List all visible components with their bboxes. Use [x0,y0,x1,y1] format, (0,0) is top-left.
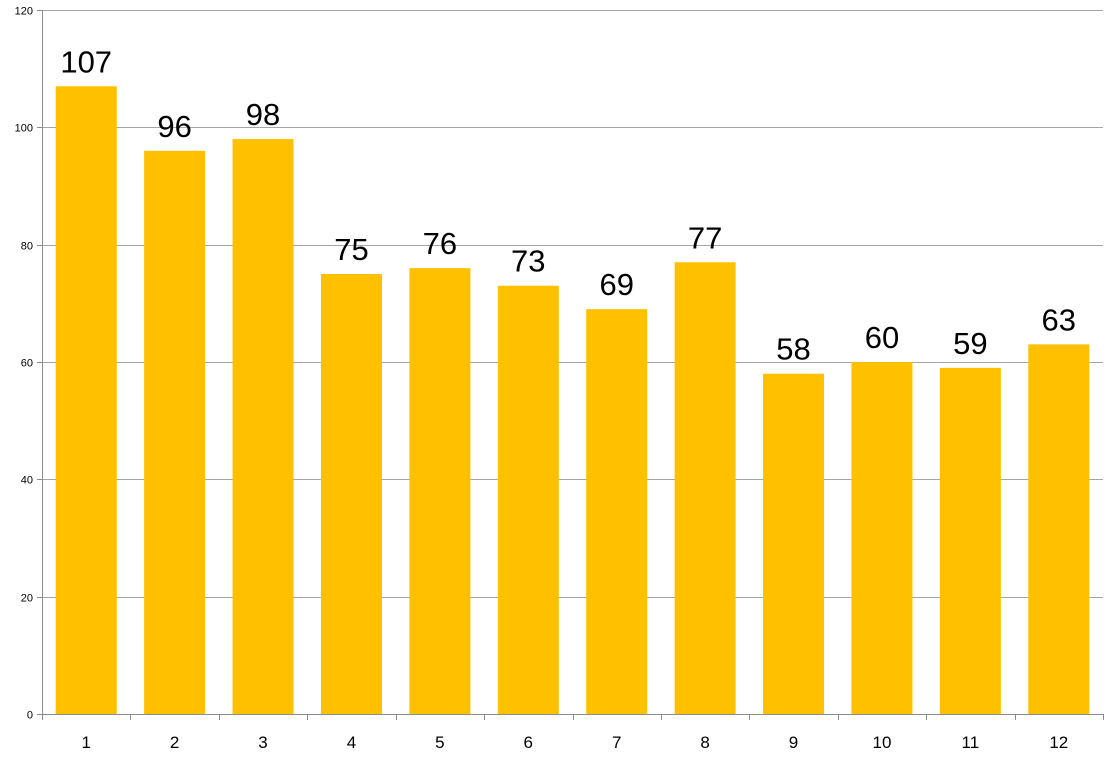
x-tick-label: 4 [347,733,356,752]
y-tick-label: 20 [21,593,33,605]
y-tick-label: 60 [21,358,33,370]
bar [320,274,382,714]
bar [144,150,206,715]
data-label: 75 [334,232,368,267]
data-label: 58 [776,332,810,367]
y-tick-label: 80 [21,241,33,253]
bar [55,86,117,715]
bar [586,309,648,714]
data-label: 59 [953,326,987,361]
data-label: 63 [1042,302,1076,337]
data-label: 69 [599,267,633,302]
bar [409,268,471,714]
x-tick-label: 12 [1049,733,1068,752]
bar [1028,344,1090,714]
x-tick-label: 10 [872,733,891,752]
x-tick-label: 11 [962,733,980,752]
x-tick-label: 6 [524,733,533,752]
bar [851,362,913,714]
bar [497,285,559,714]
x-tick-label: 1 [81,733,90,752]
y-tick-label: 0 [27,710,33,722]
bar [939,367,1001,714]
x-tick-label: 2 [170,733,179,752]
y-tick-label: 120 [15,6,33,18]
data-label: 76 [423,226,457,261]
gridlines [42,10,1103,598]
x-tick-label: 7 [612,733,621,752]
data-label: 107 [60,44,112,79]
data-label: 77 [688,220,722,255]
bar [674,262,736,714]
data-label: 60 [865,320,899,355]
x-tick-label: 3 [258,733,267,752]
data-label: 98 [246,97,280,132]
bar [763,373,825,714]
y-tick-label: 100 [15,123,33,135]
data-labels: 107 96 98 75 76 73 69 77 58 60 59 63 [60,44,1076,366]
x-tick-label: 8 [700,733,709,752]
y-tick-label: 40 [21,475,33,487]
bars [55,86,1090,715]
data-label: 73 [511,244,545,279]
x-tick-label: 9 [789,733,798,752]
x-tick-label: 5 [435,733,444,752]
bar [232,139,294,715]
data-label: 96 [157,109,191,144]
